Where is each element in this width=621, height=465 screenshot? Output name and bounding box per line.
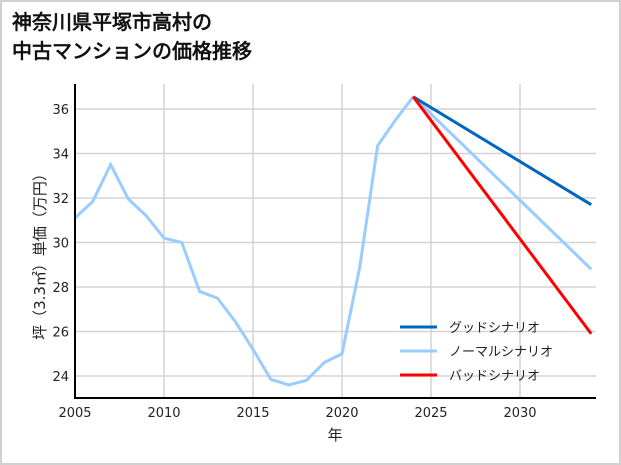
x-tick-label: 2005 (58, 406, 91, 421)
tick-labels: 2005 2010 2015 2020 2025 2030 24 26 28 30 32 34 36 (52, 103, 536, 421)
y-tick-label: 26 (52, 326, 69, 341)
y-tick-label: 36 (52, 103, 69, 118)
x-tick-label: 2025 (414, 406, 447, 421)
chart-title-line2: 中古マンションの価格推移 (12, 39, 252, 63)
y-tick-label: 28 (52, 281, 69, 296)
x-tick-label: 2010 (147, 406, 180, 421)
legend-label: グッドシナリオ (449, 321, 540, 336)
axes (74, 84, 596, 399)
chart-title-line1: 神奈川県平塚市高村の (12, 10, 212, 34)
data-lines (73, 95, 593, 387)
x-tick-label: 2020 (325, 406, 358, 421)
x-tick-label: 2030 (503, 406, 536, 421)
legend-label: ノーマルシナリオ (449, 345, 553, 360)
legend-label: バッドシナリオ (449, 369, 540, 384)
x-axis-label: 年 (327, 426, 342, 444)
series-line (412, 95, 593, 271)
y-tick-label: 30 (52, 237, 69, 252)
y-tick-label: 24 (52, 370, 69, 385)
y-tick-label: 32 (52, 192, 69, 207)
y-axis-label: 坪（3.3㎡）単価（万円） (31, 166, 49, 340)
grid-lines (75, 84, 596, 398)
x-tick-label: 2015 (236, 406, 269, 421)
chart-title: 神奈川県平塚市高村の 中古マンションの価格推移 (12, 8, 252, 66)
series-line (412, 95, 593, 335)
series-line (73, 95, 415, 387)
series-line (412, 95, 592, 206)
y-tick-label: 34 (52, 148, 69, 163)
